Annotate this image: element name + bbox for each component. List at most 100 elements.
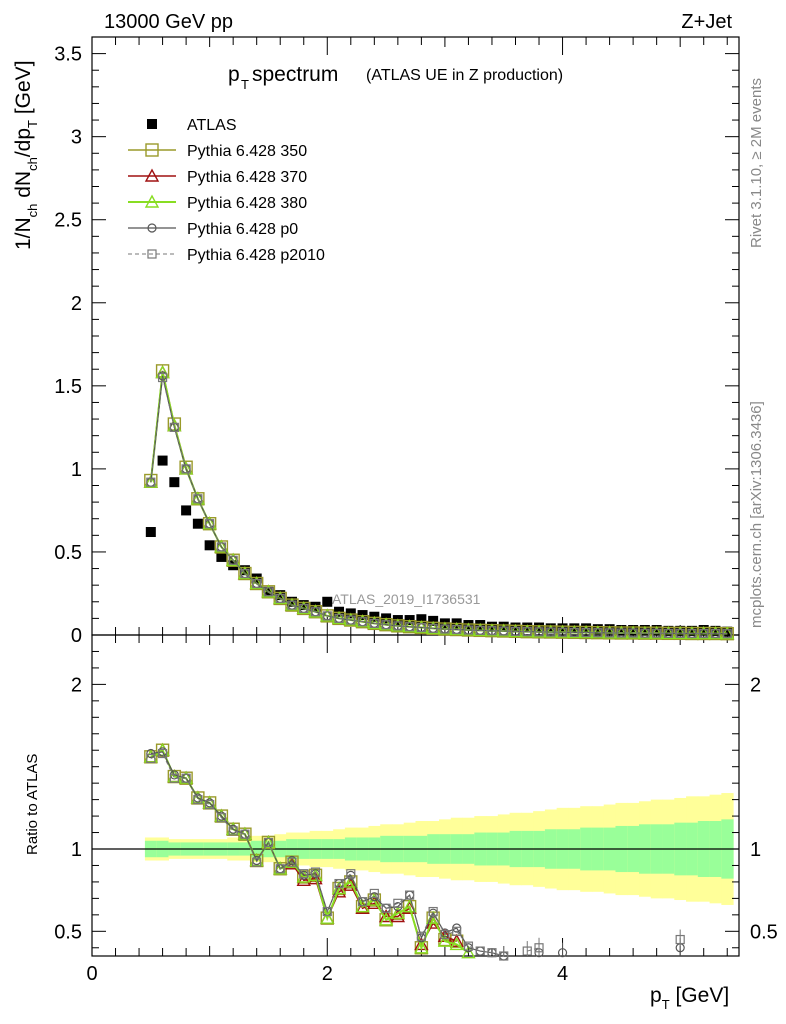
ratio-point-2	[284, 854, 300, 868]
data-point-0	[286, 596, 297, 607]
main-ytick-label: 0.5	[54, 542, 82, 564]
ratio-point-2	[320, 910, 335, 924]
ratio-point-4	[310, 867, 321, 877]
data-point-5	[487, 626, 497, 636]
title-rest: spectrum	[252, 63, 338, 86]
data-point-5	[346, 615, 356, 625]
data-point-5	[169, 422, 179, 432]
svg-text:pT [GeV]: pT [GeV]	[650, 984, 729, 1012]
legend-label: Pythia 6.428 380	[187, 195, 307, 212]
data-point-0	[169, 477, 180, 488]
rivet-label: Rivet 3.1.10, ≥ 2M events	[748, 78, 765, 248]
title-paren: (ATLAS UE in Z production)	[366, 67, 563, 84]
data-point-5	[640, 628, 650, 638]
data-point-5	[557, 627, 568, 637]
data-point-5	[581, 627, 591, 638]
data-point-5	[405, 622, 415, 632]
data-point-5	[416, 622, 426, 633]
data-point-3	[178, 461, 194, 475]
data-point-5	[369, 618, 379, 628]
data-point-5	[157, 372, 168, 383]
main-ytick-label: 1	[71, 459, 82, 481]
ratio-point-4	[487, 948, 497, 958]
ratio-point-4	[334, 878, 344, 889]
ratio-point-4	[263, 837, 274, 848]
legend-marker	[144, 194, 160, 208]
data-point-0	[181, 505, 192, 516]
ratio-point-2	[437, 933, 453, 947]
data-point-5	[604, 628, 615, 638]
data-point-0	[686, 625, 697, 636]
data-point-5	[675, 628, 685, 638]
header-process: Z+Jet	[681, 11, 732, 33]
data-point-5	[216, 542, 226, 552]
data-point-3	[190, 491, 206, 505]
ratio-ytick-label: 1	[71, 839, 82, 861]
data-point-0	[722, 626, 733, 637]
ratio-point-4	[440, 929, 450, 940]
data-point-5	[452, 624, 462, 635]
ratio-ylabel: Ratio to ATLAS	[24, 754, 41, 855]
ratio-point-4	[381, 903, 391, 913]
ratio-point-4	[216, 813, 226, 823]
data-point-5	[593, 628, 603, 638]
data-point-5	[287, 600, 297, 610]
data-point-0	[322, 596, 333, 607]
data-point-0	[628, 625, 639, 636]
header-energy: 13000 GeV pp	[104, 11, 233, 33]
data-point-0	[651, 625, 662, 636]
data-point-5	[722, 629, 732, 639]
series-line-5	[150, 377, 728, 635]
data-point-5	[510, 626, 521, 636]
data-point-5	[205, 519, 215, 529]
plot-title: p T spectrum (ATLAS UE in Z production)	[228, 63, 563, 92]
legend-label: ATLAS	[187, 117, 237, 134]
data-point-3	[202, 516, 217, 530]
title-sub: T	[241, 77, 249, 92]
data-point-5	[546, 627, 556, 637]
analysis-watermark: ATLAS_2019_I1736531	[332, 591, 481, 607]
data-point-3	[225, 552, 241, 566]
data-point-5	[263, 587, 274, 597]
data-point-5	[475, 625, 485, 635]
ratio-point-4	[346, 869, 356, 879]
ratio-point-4	[463, 941, 474, 951]
ratio-point-2	[390, 905, 406, 919]
legend-label: Pythia 6.428 p2010	[187, 247, 325, 264]
legend-marker	[147, 119, 157, 129]
legend-label: Pythia 6.428 350	[187, 143, 307, 160]
ratio-point-4	[193, 795, 203, 805]
data-point-0	[204, 540, 215, 551]
ratio-frame	[91, 634, 740, 957]
title-p: p	[228, 63, 240, 86]
data-point-3	[237, 566, 253, 580]
ratio-point-4	[275, 864, 285, 874]
main-ytick-label: 2.5	[54, 210, 82, 232]
ratio-point-2	[249, 853, 264, 867]
xlabel: pT [GeV]	[650, 984, 729, 1012]
ratio-point-4	[228, 826, 238, 836]
data-point-0	[639, 625, 650, 636]
main-ytick-label: 0	[71, 625, 82, 647]
legend-marker	[145, 143, 159, 157]
main-ytick-label: 3	[71, 127, 82, 149]
data-point-0	[275, 590, 286, 601]
ratio-point-4	[252, 857, 262, 867]
data-point-5	[310, 607, 321, 617]
ratio-point-1	[308, 871, 323, 885]
data-point-5	[628, 628, 638, 638]
data-point-5	[146, 477, 156, 487]
ratio-point-4	[322, 906, 332, 917]
data-point-0	[416, 614, 427, 625]
svg-text:1/Nch dNch/dpT [GeV]: 1/Nch dNch/dpT [GeV]	[12, 60, 40, 250]
mcplots-label: mcplots.cern.ch [arXiv:1306.3436]	[748, 401, 765, 628]
data-point-0	[675, 625, 686, 636]
ratio-point-2	[273, 861, 288, 875]
ratio-point-4	[416, 931, 426, 941]
data-point-3	[214, 539, 229, 553]
ratio-point-2	[414, 940, 429, 954]
main-ytick-label: 2	[71, 293, 82, 315]
legend-marker	[147, 249, 157, 259]
data-point-5	[652, 628, 662, 638]
ratio-point-2	[190, 790, 206, 804]
